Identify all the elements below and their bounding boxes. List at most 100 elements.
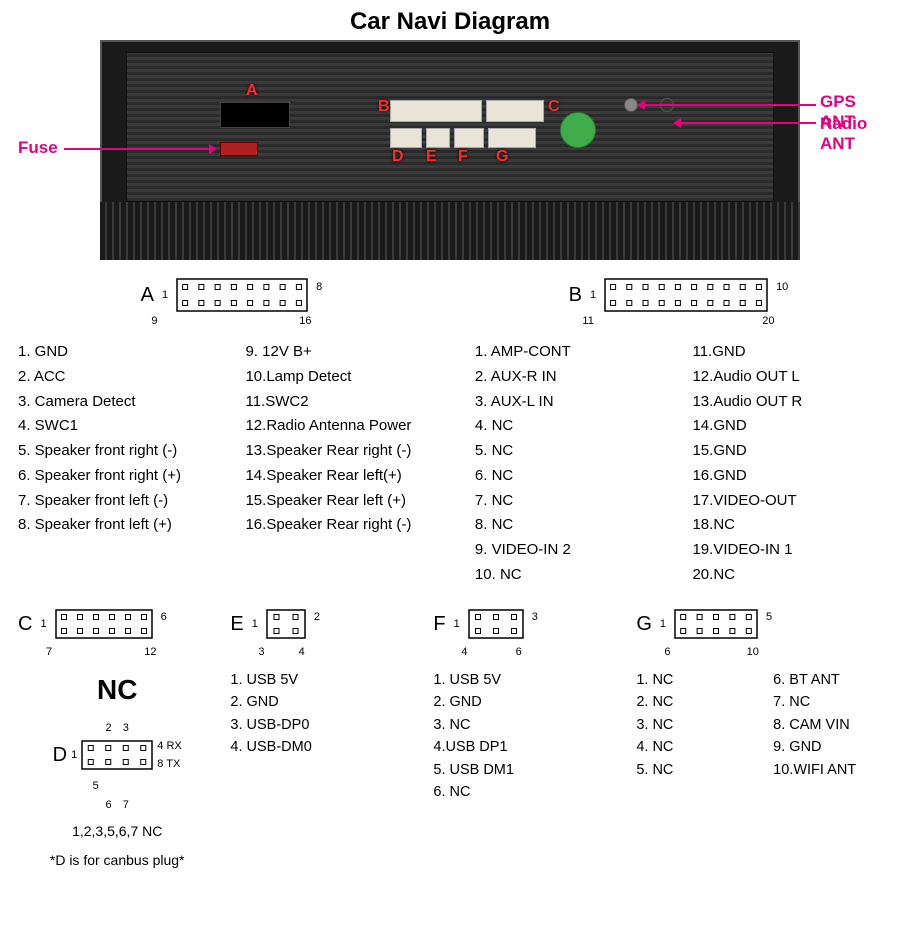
connector-c-icon bbox=[55, 609, 153, 639]
a-pin-4: 12.Radio Antenna Power bbox=[245, 414, 444, 439]
b-pin-2: 12.Audio OUT L bbox=[692, 365, 882, 390]
pin-e-tr: 2 bbox=[314, 608, 320, 626]
radio-label: Radio ANT bbox=[820, 114, 867, 154]
f-pin-5: 5. USB DM1 bbox=[433, 759, 622, 781]
a-pin-2: 2. ACC bbox=[18, 365, 217, 390]
pin-d-8: 8 bbox=[157, 758, 163, 770]
pin-e-tl: 1 bbox=[252, 615, 258, 633]
connector-g-letter: G bbox=[636, 608, 652, 641]
port-f-letter: F bbox=[458, 148, 468, 166]
connector-c-letter: C bbox=[18, 608, 32, 641]
a-pin-3: 11.SWC2 bbox=[245, 390, 444, 415]
a-pin-8: 16.Speaker Rear right (-) bbox=[245, 513, 444, 538]
pin-c-bl: 7 bbox=[46, 646, 52, 658]
connector-b-block: B 1 10 11 20 1. AMP-CONT2. AUX-R IN3. AU… bbox=[475, 278, 882, 588]
connector-cd-block: C 1 6 7 12 NC 2 3 bbox=[18, 608, 216, 872]
pin-d-tx: TX bbox=[166, 758, 180, 770]
b-pin-10: 20.NC bbox=[692, 563, 882, 588]
b-pin-7: 7. NC bbox=[475, 489, 665, 514]
pin-d-4: 4 bbox=[157, 740, 163, 752]
pin-b-bl: 11 bbox=[582, 312, 602, 330]
a-pin-1: 1. GND bbox=[18, 340, 217, 365]
connector-g-icon bbox=[674, 609, 758, 639]
connector-f-icon bbox=[468, 609, 524, 639]
g-pin-1: 6. BT ANT bbox=[773, 669, 882, 691]
connector-d-letter: D bbox=[53, 739, 67, 772]
pin-g-tl: 1 bbox=[660, 615, 666, 633]
port-a-letter: A bbox=[246, 82, 258, 100]
pin-f-tl: 1 bbox=[454, 615, 460, 633]
a-pin-5: 13.Speaker Rear right (-) bbox=[245, 439, 444, 464]
b-pin-6: 6. NC bbox=[475, 464, 665, 489]
connector-f-block: F 1 3 4 6 1. USB 5V2. GND3. NC4.USB DP15… bbox=[433, 608, 622, 872]
b-pin-9: 9. VIDEO-IN 2 bbox=[475, 538, 665, 563]
e-pin-2: 2. GND bbox=[230, 691, 419, 713]
pin-g-br: 10 bbox=[747, 646, 759, 658]
a-pin-7: 15.Speaker Rear left (+) bbox=[245, 489, 444, 514]
pin-b-tl: 1 bbox=[590, 286, 596, 304]
a-pin-1: 9. 12V B+ bbox=[245, 340, 444, 365]
fuse-arrow bbox=[64, 148, 214, 150]
port-d-letter: D bbox=[392, 148, 404, 166]
f-pin-4: 4.USB DP1 bbox=[433, 736, 622, 758]
pin-d-1: 1 bbox=[71, 746, 77, 764]
connector-c-nc: NC bbox=[18, 667, 216, 713]
pin-e-br: 4 bbox=[299, 646, 305, 658]
pin-a-tr: 8 bbox=[316, 278, 322, 296]
b-pin-4: 14.GND bbox=[692, 414, 882, 439]
pin-b-tr: 10 bbox=[776, 278, 788, 296]
b-pin-3: 13.Audio OUT R bbox=[692, 390, 882, 415]
b-pin-8: 8. NC bbox=[475, 513, 665, 538]
a-pin-6: 6. Speaker front right (+) bbox=[18, 464, 217, 489]
connector-b-icon bbox=[604, 278, 768, 312]
port-e-letter: E bbox=[426, 148, 437, 166]
pin-g-tr: 5 bbox=[766, 608, 772, 626]
page-title: Car Navi Diagram bbox=[18, 8, 882, 36]
connector-e-letter: E bbox=[230, 608, 243, 641]
port-b-letter: B bbox=[378, 98, 390, 116]
b-pin-6: 16.GND bbox=[692, 464, 882, 489]
connector-a-letter: A bbox=[141, 279, 154, 312]
pin-d-2: 2 bbox=[106, 719, 112, 737]
g-pin-4: 4. NC bbox=[636, 736, 745, 758]
b-pin-7: 17.VIDEO-OUT bbox=[692, 489, 882, 514]
b-pin-8: 18.NC bbox=[692, 513, 882, 538]
g-pin-2: 7. NC bbox=[773, 691, 882, 713]
e-pin-1: 1. USB 5V bbox=[230, 669, 419, 691]
d-note-2: *D is for canbus plug* bbox=[18, 849, 216, 872]
pin-b-br: 20 bbox=[755, 312, 775, 330]
b-pin-1: 1. AMP-CONT bbox=[475, 340, 665, 365]
f-pin-1: 1. USB 5V bbox=[433, 669, 622, 691]
pin-d-3: 3 bbox=[123, 719, 129, 737]
connector-a-icon bbox=[176, 278, 308, 312]
d-note-1: 1,2,3,5,6,7 NC bbox=[18, 820, 216, 843]
pin-f-tr: 3 bbox=[532, 608, 538, 626]
pin-d-5: 5 bbox=[93, 780, 99, 792]
a-pin-2: 10.Lamp Detect bbox=[245, 365, 444, 390]
pin-c-tr: 6 bbox=[161, 608, 167, 626]
pin-f-bl: 4 bbox=[461, 646, 467, 658]
g-pin-5: 10.WIFI ANT bbox=[773, 759, 882, 781]
g-pin-4: 9. GND bbox=[773, 736, 882, 758]
pin-c-tl: 1 bbox=[40, 615, 46, 633]
f-pin-2: 2. GND bbox=[433, 691, 622, 713]
b-pin-5: 15.GND bbox=[692, 439, 882, 464]
b-pin-2: 2. AUX-R IN bbox=[475, 365, 665, 390]
b-pin-3: 3. AUX-L IN bbox=[475, 390, 665, 415]
connector-a-block: A 1 8 9 16 1. bbox=[18, 278, 445, 588]
pin-a-tl: 1 bbox=[162, 286, 168, 304]
pin-d-rx: RX bbox=[166, 740, 181, 752]
a-pin-5: 5. Speaker front right (-) bbox=[18, 439, 217, 464]
g-pin-3: 8. CAM VIN bbox=[773, 714, 882, 736]
gps-arrow bbox=[640, 104, 816, 106]
b-pin-1: 11.GND bbox=[692, 340, 882, 365]
e-pin-4: 4. USB-DM0 bbox=[230, 736, 419, 758]
b-pin-10: 10. NC bbox=[475, 563, 665, 588]
f-pin-3: 3. NC bbox=[433, 714, 622, 736]
port-g-letter: G bbox=[496, 148, 508, 166]
port-c-letter: C bbox=[548, 98, 560, 116]
b-pin-9: 19.VIDEO-IN 1 bbox=[692, 538, 882, 563]
connector-f-letter: F bbox=[433, 608, 445, 641]
pin-e-bl: 3 bbox=[258, 646, 264, 658]
g-pin-2: 2. NC bbox=[636, 691, 745, 713]
